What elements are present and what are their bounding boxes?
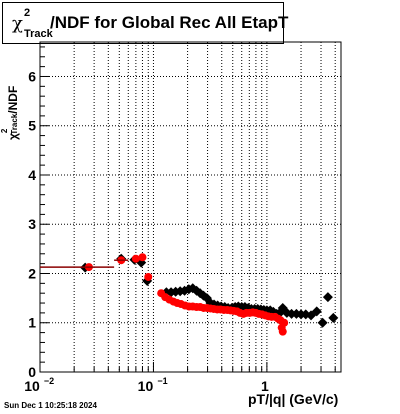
series-0-point bbox=[311, 306, 322, 317]
timestamp: Sun Dec 1 10:25:18 2024 bbox=[4, 401, 97, 410]
x-axis-label: pT/|q| (GeV/c) bbox=[248, 391, 339, 407]
chart-title: /NDF for Global Rec All EtapT bbox=[50, 13, 289, 32]
chart-title-symbol: χ bbox=[12, 13, 23, 34]
y-tick-label: 0 bbox=[28, 364, 36, 380]
x-tick-exponent: −1 bbox=[157, 376, 167, 386]
series-0-point bbox=[322, 292, 333, 303]
y-tick-label: 5 bbox=[28, 118, 36, 134]
series-1-point bbox=[278, 327, 287, 336]
series-1-point bbox=[138, 253, 147, 262]
x-tick-label: 1 bbox=[261, 378, 269, 394]
series-1-point bbox=[144, 272, 153, 281]
y-tick-label: 2 bbox=[28, 265, 36, 281]
chart-title-box: χ 2 Track /NDF for Global Rec All EtapT bbox=[2, 2, 288, 44]
y-tick-label: 3 bbox=[28, 216, 36, 232]
x-tick-exponent: −2 bbox=[44, 376, 54, 386]
series-0-point bbox=[328, 312, 339, 323]
plot-frame bbox=[39, 41, 342, 373]
y-tick-label: 1 bbox=[28, 315, 36, 331]
chart-title-subscript: Track bbox=[24, 28, 53, 40]
series-1-point bbox=[131, 254, 140, 263]
chart-title-superscript: 2 bbox=[24, 7, 31, 19]
x-tick-label: 10 bbox=[138, 378, 154, 394]
x-tick-label: 10 bbox=[24, 378, 40, 394]
data-markers bbox=[40, 253, 339, 336]
grid bbox=[39, 42, 341, 372]
series-0-point bbox=[317, 317, 328, 328]
series-1-point bbox=[280, 318, 289, 327]
y-tick-label: 6 bbox=[28, 68, 36, 84]
y-tick-label: 4 bbox=[28, 167, 36, 183]
